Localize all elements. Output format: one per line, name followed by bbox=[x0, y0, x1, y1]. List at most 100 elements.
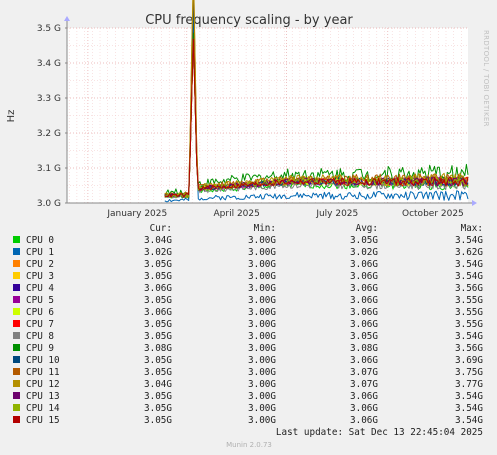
legend-rows: CPU 0 3.04G 3.00G 3.05G 3.54G CPU 1 3.02G 3.00G… bbox=[13, 235, 483, 426]
legend-swatch bbox=[13, 404, 20, 411]
legend-min-value: 3.00G bbox=[248, 331, 276, 342]
legend-cur-value: 3.05G bbox=[144, 331, 172, 342]
legend-row-cpu-6: CPU 6 3.06G 3.00G 3.06G 3.55G bbox=[13, 307, 483, 318]
legend-row-cpu-2: CPU 2 3.05G 3.00G 3.06G 3.54G bbox=[13, 259, 483, 270]
legend-min-value: 3.00G bbox=[248, 379, 276, 390]
axes bbox=[64, 16, 477, 206]
legend-avg-value: 3.06G bbox=[350, 355, 378, 366]
grid-lines bbox=[67, 27, 468, 204]
legend-row-cpu-1: CPU 1 3.02G 3.00G 3.02G 3.62G bbox=[13, 247, 483, 258]
legend-avg-value: 3.06G bbox=[350, 319, 378, 330]
legend-cur-value: 3.05G bbox=[144, 367, 172, 378]
legend-row-cpu-12: CPU 12 3.04G 3.00G 3.07G 3.77G bbox=[13, 379, 483, 390]
y-tick-label: 3.2 G bbox=[37, 129, 61, 139]
legend-series-name: CPU 6 bbox=[26, 307, 54, 318]
legend-series-name: CPU 1 bbox=[26, 247, 54, 258]
legend-cur-value: 3.05G bbox=[144, 271, 172, 282]
legend-series-name: CPU 12 bbox=[26, 379, 60, 390]
legend-swatch bbox=[13, 320, 20, 327]
legend-cur-value: 3.05G bbox=[144, 391, 172, 402]
legend-cur-value: 3.08G bbox=[144, 343, 172, 354]
legend-swatch bbox=[13, 392, 20, 399]
legend-cur-value: 3.06G bbox=[144, 307, 172, 318]
legend-avg-value: 3.06G bbox=[350, 283, 378, 294]
legend-max-value: 3.56G bbox=[455, 343, 483, 354]
legend-max-value: 3.69G bbox=[455, 355, 483, 366]
legend-max-value: 3.75G bbox=[455, 367, 483, 378]
legend-min-value: 3.00G bbox=[248, 319, 276, 330]
legend-max-value: 3.55G bbox=[455, 307, 483, 318]
x-tick-label: April 2025 bbox=[214, 209, 260, 219]
legend-swatch bbox=[13, 356, 20, 363]
series-line-cpu-15 bbox=[164, 38, 469, 198]
legend-series-name: CPU 13 bbox=[26, 391, 60, 402]
legend-row-cpu-5: CPU 5 3.05G 3.00G 3.06G 3.55G bbox=[13, 295, 483, 306]
y-tick-label: 3.3 G bbox=[37, 94, 61, 104]
legend-series-name: CPU 3 bbox=[26, 271, 54, 282]
legend-max-value: 3.54G bbox=[455, 415, 483, 426]
legend-row-cpu-8: CPU 8 3.05G 3.00G 3.05G 3.54G bbox=[13, 331, 483, 342]
legend-cur-value: 3.05G bbox=[144, 403, 172, 414]
legend-min-value: 3.00G bbox=[248, 283, 276, 294]
legend-swatch bbox=[13, 344, 20, 351]
legend-cur-value: 3.05G bbox=[144, 415, 172, 426]
legend-min-value: 3.00G bbox=[248, 391, 276, 402]
x-tick-label: July 2025 bbox=[315, 209, 358, 219]
legend-swatch bbox=[13, 236, 20, 243]
legend-max-value: 3.54G bbox=[455, 235, 483, 246]
series-line-cpu-8 bbox=[164, 38, 469, 199]
x-tick-label: January 2025 bbox=[106, 209, 167, 219]
legend-min-value: 3.00G bbox=[248, 235, 276, 246]
legend-swatch bbox=[13, 272, 20, 279]
legend-cur-value: 3.04G bbox=[144, 235, 172, 246]
legend-header-min: Min: bbox=[254, 223, 276, 234]
legend-min-value: 3.00G bbox=[248, 415, 276, 426]
legend-min-value: 3.00G bbox=[248, 403, 276, 414]
legend-avg-value: 3.08G bbox=[350, 343, 378, 354]
legend-swatch bbox=[13, 332, 20, 339]
legend-min-value: 3.00G bbox=[248, 271, 276, 282]
legend-cur-value: 3.02G bbox=[144, 247, 172, 258]
legend-cur-value: 3.06G bbox=[144, 283, 172, 294]
legend-min-value: 3.00G bbox=[248, 367, 276, 378]
x-axis-arrow bbox=[472, 200, 477, 206]
legend-min-value: 3.00G bbox=[248, 307, 276, 318]
legend-avg-value: 3.06G bbox=[350, 415, 378, 426]
legend-cur-value: 3.05G bbox=[144, 259, 172, 270]
legend-row-cpu-13: CPU 13 3.05G 3.00G 3.06G 3.54G bbox=[13, 391, 483, 402]
legend-max-value: 3.77G bbox=[455, 379, 483, 390]
legend-max-value: 3.54G bbox=[455, 403, 483, 414]
legend-min-value: 3.00G bbox=[248, 355, 276, 366]
legend-series-name: CPU 0 bbox=[26, 235, 54, 246]
legend-swatch bbox=[13, 368, 20, 375]
y-axis-arrow bbox=[64, 16, 70, 21]
legend-row-cpu-0: CPU 0 3.04G 3.00G 3.05G 3.54G bbox=[13, 235, 483, 246]
legend-swatch bbox=[13, 380, 20, 387]
y-axis-label: Hz bbox=[6, 110, 17, 123]
legend-max-value: 3.54G bbox=[455, 331, 483, 342]
legend-cur-value: 3.05G bbox=[144, 295, 172, 306]
legend-avg-value: 3.05G bbox=[350, 235, 378, 246]
legend-series-name: CPU 5 bbox=[26, 295, 54, 306]
legend-swatch bbox=[13, 308, 20, 315]
legend-avg-value: 3.06G bbox=[350, 391, 378, 402]
legend-swatch bbox=[13, 260, 20, 267]
legend-row-cpu-4: CPU 4 3.06G 3.00G 3.06G 3.56G bbox=[13, 283, 483, 294]
y-tick-label: 3.5 G bbox=[37, 24, 61, 34]
series-line-cpu-1 bbox=[164, 14, 469, 203]
legend-swatch bbox=[13, 284, 20, 291]
legend-avg-value: 3.06G bbox=[350, 295, 378, 306]
legend-row-cpu-10: CPU 10 3.05G 3.00G 3.06G 3.69G bbox=[13, 355, 483, 366]
legend-max-value: 3.55G bbox=[455, 295, 483, 306]
legend-avg-value: 3.06G bbox=[350, 307, 378, 318]
legend-cur-value: 3.05G bbox=[144, 319, 172, 330]
legend-max-value: 3.62G bbox=[455, 247, 483, 258]
legend-series-name: CPU 2 bbox=[26, 259, 54, 270]
legend-min-value: 3.00G bbox=[248, 295, 276, 306]
chart-title: CPU frequency scaling - by year bbox=[145, 13, 353, 28]
legend-header-max: Max: bbox=[461, 223, 483, 234]
legend-min-value: 3.00G bbox=[248, 343, 276, 354]
y-tick-label: 3.1 G bbox=[37, 164, 61, 174]
legend-series-name: CPU 9 bbox=[26, 343, 54, 354]
